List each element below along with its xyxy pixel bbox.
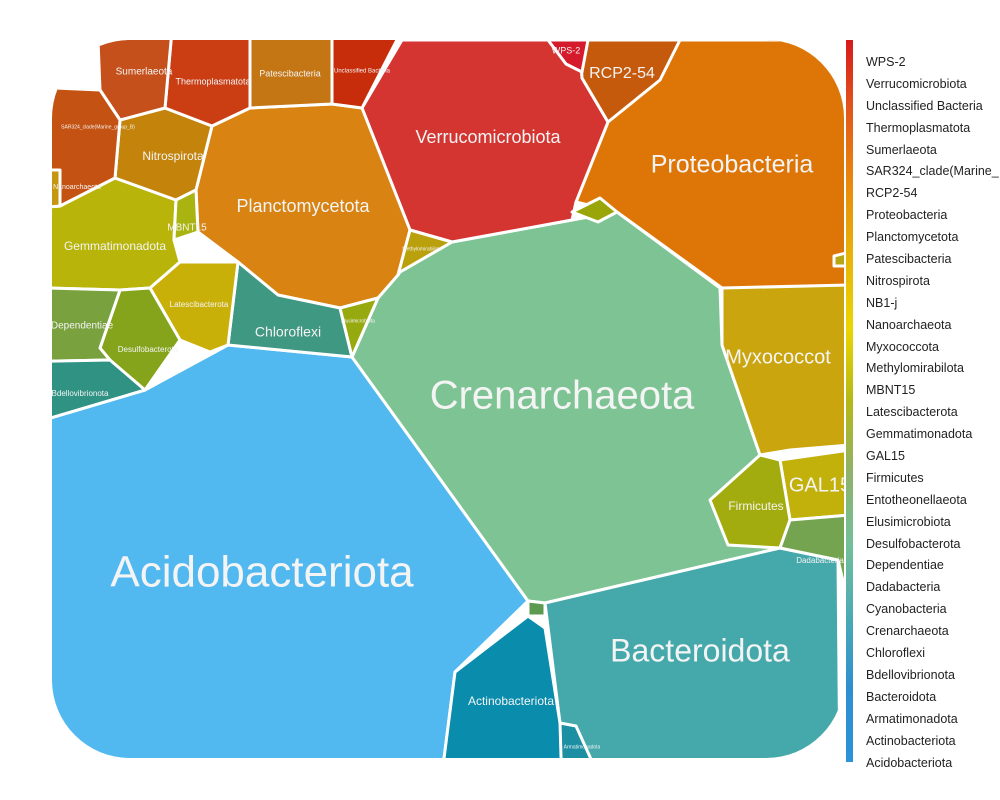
cell-label-patescibacteria: Patescibacteria	[259, 68, 321, 78]
legend-item: Sumerlaeota	[866, 142, 937, 157]
cell-elusimicrobiota	[338, 296, 380, 359]
legend-item: Proteobacteria	[866, 208, 948, 223]
cell-bdellovibrionota	[52, 358, 147, 432]
cell-wps2	[546, 40, 590, 74]
labels-layer: Acidobacteriota Crenarchaeota Bacteroidota…	[51, 45, 851, 750]
legend-item: Actinobacteriota	[866, 733, 956, 748]
cell-mbnt15	[172, 188, 200, 242]
cell-label-dadabacteria: Dadabacteria	[796, 556, 844, 565]
legend-item: MBNT15	[866, 383, 916, 398]
legend-item: RCP2-54	[866, 186, 918, 201]
legend: WPS-2 Verrucomicrobiota Unclassified Bacte…	[846, 40, 1000, 770]
cell-label-latescibacterota: Latescibacterota	[170, 300, 229, 309]
cell-label-chloroflexi: Chloroflexi	[255, 324, 321, 340]
cell-label-elusimicrobiota: Elusimicrobiota	[341, 318, 375, 324]
legend-item: Desulfobacterota	[866, 536, 961, 551]
cell-dadabacteria	[778, 513, 844, 612]
legend-item: Firmicutes	[866, 470, 924, 485]
cell-label-methylomirabilota: Methylomirabilota	[402, 246, 441, 252]
cell-label-armatimonadota: Armatimonadota	[564, 744, 601, 750]
cell-nanoarchaeota	[52, 168, 62, 212]
legend-list: WPS-2 Verrucomicrobiota Unclassified Bacte…	[866, 52, 999, 774]
cell-label-bacteroidota: Bacteroidota	[610, 632, 790, 668]
cell-label-proteobacteria: Proteobacteria	[651, 151, 814, 179]
legend-item: Nanoarchaeota	[866, 317, 952, 332]
legend-item: Bacteroidota	[866, 689, 937, 704]
cell-label-dependentiae: Dependentiae	[51, 321, 114, 332]
cells-layer	[52, 40, 844, 758]
cell-label-mbnt15: MBNT15	[167, 223, 207, 234]
cell-sumerlaeota	[96, 40, 174, 122]
legend-item: Dependentiae	[866, 558, 944, 573]
legend-item: Patescibacteria	[866, 252, 952, 267]
legend-item: Planctomycetota	[866, 230, 959, 245]
cell-gemmatimonadota	[52, 176, 182, 292]
legend-item: Elusimicrobiota	[866, 514, 951, 529]
legend-item: Myxococcota	[866, 339, 939, 354]
cell-label-planctomycetota: Planctomycetota	[236, 196, 370, 216]
legend-item: Chloroflexi	[866, 646, 926, 661]
legend-item: Thermoplasmatota	[866, 120, 971, 135]
legend-item: Gemmatimonadota	[866, 427, 973, 442]
legend-item: SAR324_clade(Marine_	[866, 164, 999, 179]
cell-label-unclassified-bacteria: Unclassified Bacteria	[334, 69, 391, 75]
legend-item: Cyanobacteria	[866, 602, 947, 617]
legend-item: GAL15	[866, 449, 905, 464]
cell-cyanobacteria	[526, 599, 547, 618]
legend-item: Crenarchaeota	[866, 624, 949, 639]
cell-armatimonadota	[558, 721, 607, 758]
cell-unclassified-bacteria	[330, 40, 404, 110]
cell-dependentiae	[52, 285, 122, 364]
cell-label-sumerlaeota: Sumerlaeota	[116, 67, 173, 78]
legend-item: Latescibacterota	[866, 405, 958, 420]
cell-label-verrucomicrobiota: Verrucomicrobiota	[415, 127, 561, 147]
cell-label-myxococcota: Myxococcot	[725, 346, 831, 368]
legend-item: Acidobacteriota	[866, 755, 953, 770]
cell-label-nanoarchaeota: Nanoarchaeota	[53, 184, 101, 191]
legend-item: Methylomirabilota	[866, 361, 964, 376]
cell-label-actinobacteriota: Actinobacteriota	[468, 694, 554, 708]
cell-myxococcota	[720, 283, 844, 457]
cell-label-firmicutes: Firmicutes	[728, 499, 783, 513]
legend-item: Bdellovibrionota	[866, 667, 955, 682]
legend-item: Armatimonadota	[866, 711, 958, 726]
cell-nb1j	[832, 250, 844, 268]
cell-label-desulfobacterota: Desulfobacterota	[118, 345, 179, 354]
cell-sar324	[52, 84, 122, 212]
cell-label-gal15: GAL15	[789, 474, 851, 496]
cell-label-rcp2-54: RCP2-54	[589, 65, 655, 82]
legend-item: WPS-2	[866, 55, 906, 69]
legend-colorbar	[846, 40, 853, 762]
cell-label-wps2: WPS-2	[552, 45, 581, 55]
cell-label-sar324: SAR324_clade(Marine_group_B)	[61, 124, 135, 130]
cell-label-thermoplasmatota: Thermoplasmatota	[175, 76, 250, 86]
legend-item: NB1-j	[866, 295, 898, 310]
legend-item: Nitrospirota	[866, 273, 930, 288]
cell-label-nitrospirota: Nitrospirota	[142, 149, 204, 163]
cell-methylomirabilota	[396, 228, 454, 277]
cell-entotheonellaeota	[570, 196, 619, 224]
legend-item: Unclassified Bacteria	[866, 98, 983, 113]
legend-item: Dadabacteria	[866, 580, 941, 595]
cell-label-bdellovibrionota: Bdellovibrionota	[52, 389, 109, 398]
cell-label-gemmatimonadota: Gemmatimonadota	[64, 239, 166, 253]
cell-label-crenarchaeota: Crenarchaeota	[430, 374, 695, 418]
cell-label-acidobacteriota: Acidobacteriota	[110, 548, 414, 597]
legend-item: Verrucomicrobiota	[866, 76, 967, 91]
legend-item: Entotheonellaeota	[866, 492, 967, 507]
